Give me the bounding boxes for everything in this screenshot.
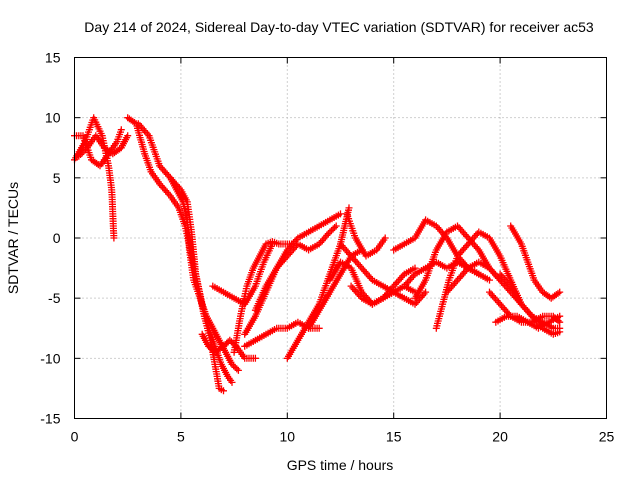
x-tick-label: 5 (177, 429, 185, 445)
chart-title: Day 214 of 2024, Sidereal Day-to-day VTE… (84, 19, 594, 35)
y-tick-label: 5 (53, 170, 61, 186)
series-track-c (75, 132, 132, 160)
tick-layer: 0 5 10 15 20 25 15 10 5 0 -5 -10 -15 (40, 50, 614, 445)
y-tick-label: 0 (53, 230, 61, 246)
scatter-markers (251, 222, 340, 314)
series-track-q (343, 210, 389, 260)
x-tick-label: 25 (599, 429, 615, 445)
scatter-markers (492, 312, 564, 332)
series-track-r (347, 264, 419, 308)
x-axis-label: GPS time / hours (287, 457, 394, 473)
series-track-t (400, 258, 483, 290)
scatter-markers (166, 174, 242, 374)
series-track-p (337, 240, 430, 308)
series-track-z (507, 222, 564, 302)
scatter-markers (337, 240, 430, 308)
scatter-markers (347, 264, 419, 308)
x-tick-label: 20 (492, 429, 508, 445)
series-track-aa (492, 312, 564, 332)
series-track-l (251, 222, 340, 314)
data-layer (71, 114, 564, 395)
y-tick-label: 15 (45, 50, 61, 66)
scatter-markers (75, 132, 132, 160)
scatter-markers (400, 258, 483, 290)
y-tick-label: -5 (48, 290, 61, 306)
scatter-markers (230, 238, 296, 356)
scatter-markers (198, 330, 259, 362)
series-track-g (198, 330, 259, 362)
grid-layer (74, 57, 607, 419)
y-tick-label: -10 (40, 350, 60, 366)
x-tick-label: 15 (386, 429, 402, 445)
y-tick-label: 10 (45, 110, 61, 126)
series-track-f (166, 174, 242, 374)
scatter-markers (507, 222, 564, 302)
scatter-markers (343, 210, 389, 260)
series-track-i (230, 238, 296, 356)
y-tick-label: -15 (40, 411, 60, 427)
x-tick-label: 10 (280, 429, 296, 445)
y-axis-label: SDTVAR / TECUs (5, 182, 21, 294)
x-tick-label: 0 (71, 429, 79, 445)
